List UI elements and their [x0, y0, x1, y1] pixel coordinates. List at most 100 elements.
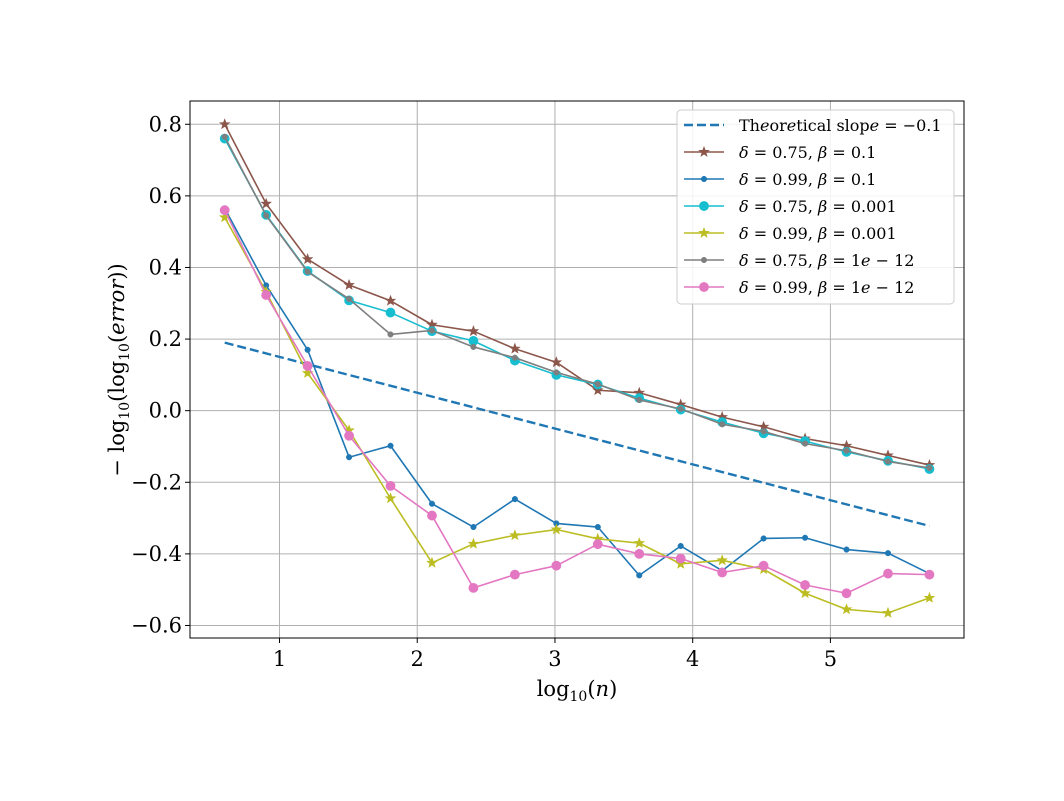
data-point [384, 492, 397, 504]
y-tick-label: −0.2 [131, 470, 182, 494]
data-point [426, 556, 438, 568]
data-point [716, 554, 728, 566]
data-point [719, 421, 726, 428]
series-theoretical-slope-0-1 [224, 341, 930, 528]
legend-item-0-75-0-1: δ = 0.75, β = 0.1 [684, 143, 876, 162]
data-point [261, 290, 272, 300]
data-point [843, 546, 850, 553]
legend-item-0-75-1e-12: δ = 0.75, β = 1e − 12 [684, 251, 914, 270]
data-point [384, 294, 397, 306]
data-point [883, 568, 893, 579]
data-point [633, 537, 646, 549]
data-point [343, 278, 355, 290]
data-point [553, 369, 560, 376]
data-point [758, 560, 769, 571]
data-point [840, 603, 853, 615]
series-line [224, 216, 930, 614]
x-tick-label: 1 [273, 647, 286, 671]
legend-item-theoretical-slope-0-1: Theoretical slope = −0.1 [684, 116, 942, 135]
x-tick-label: 4 [686, 647, 699, 671]
data-point [387, 442, 394, 449]
data-point [346, 295, 353, 303]
y-tick-label: 0.4 [149, 255, 182, 279]
legend-label: δ = 0.75, β = 0.1 [739, 143, 876, 162]
data-point [304, 346, 311, 353]
data-point [387, 331, 394, 338]
data-point [301, 253, 314, 265]
y-tick-label: −0.4 [131, 542, 182, 566]
legend-item-0-99-1e-12: δ = 0.99, β = 1e − 12 [684, 278, 914, 297]
data-point [843, 447, 850, 454]
legend-label: δ = 0.99, β = 0.001 [739, 224, 897, 243]
axes-frame [189, 100, 965, 639]
series-line [223, 209, 930, 595]
data-point [218, 211, 231, 223]
x-tick-label: 5 [824, 647, 837, 671]
data-point [427, 510, 437, 521]
data-point [218, 118, 231, 130]
x-tick-label: 3 [548, 647, 561, 671]
legend-label: δ = 0.75, β = 1e − 12 [739, 251, 914, 270]
y-tick-label: −0.6 [131, 613, 182, 637]
legend-label: δ = 0.99, β = 0.1 [739, 170, 876, 189]
x-axis-label: log10(n) [537, 677, 618, 705]
data-point [260, 197, 272, 209]
legend-marker [699, 201, 709, 211]
data-point [799, 587, 811, 599]
y-tick-label: 0.8 [149, 112, 182, 136]
data-point [509, 529, 521, 541]
data-point [428, 327, 436, 334]
x-tick-label: 2 [411, 647, 424, 671]
data-point [551, 560, 562, 571]
data-point [884, 550, 892, 557]
data-point [677, 405, 684, 412]
data-point [511, 496, 518, 503]
data-point [592, 539, 603, 550]
data-point [592, 384, 604, 396]
data-point [304, 268, 311, 275]
data-point [468, 582, 479, 593]
legend-item-0-75-0-001: δ = 0.75, β = 0.001 [684, 197, 897, 216]
legend-label: δ = 0.99, β = 1e − 12 [739, 278, 914, 297]
data-point [884, 458, 892, 465]
legend-marker [698, 226, 710, 238]
series-0-75-1e-12 [221, 133, 933, 472]
data-point [882, 606, 894, 618]
data-point [800, 580, 810, 590]
data-point [636, 396, 643, 403]
series-line [224, 136, 930, 469]
series-lines [218, 118, 936, 618]
data-point [594, 523, 601, 531]
data-point [344, 430, 354, 441]
legend-marker [699, 282, 709, 292]
legend-marker [698, 145, 710, 157]
y-tick-label: 0.2 [149, 327, 182, 351]
data-point [221, 133, 228, 140]
legend-marker [700, 256, 708, 264]
data-point [550, 356, 563, 368]
data-point [802, 534, 809, 541]
data-point [467, 537, 480, 549]
legend-marker [700, 175, 708, 183]
data-point [511, 354, 518, 361]
data-point [470, 343, 477, 350]
legend-label: δ = 0.75, β = 0.001 [739, 197, 897, 216]
data-point [594, 381, 601, 388]
y-axis-label: − log10(log10(error)) [105, 263, 133, 477]
y-tick-label: 0.6 [149, 184, 182, 208]
data-point [509, 569, 520, 580]
series-line [224, 138, 930, 470]
series-line [224, 123, 930, 466]
data-point [924, 569, 935, 580]
legend-label: Theoretical slope = −0.1 [739, 116, 942, 135]
series-line [224, 208, 930, 577]
legend: Theoretical slope = −0.1 δ = 0.75, β = 0.… [676, 109, 955, 305]
y-tick-label: 0.0 [149, 399, 182, 423]
data-point [760, 535, 767, 542]
data-point [467, 325, 480, 337]
legend-box [676, 109, 955, 305]
data-point [760, 428, 767, 435]
data-point [219, 205, 230, 216]
data-point [636, 572, 643, 579]
